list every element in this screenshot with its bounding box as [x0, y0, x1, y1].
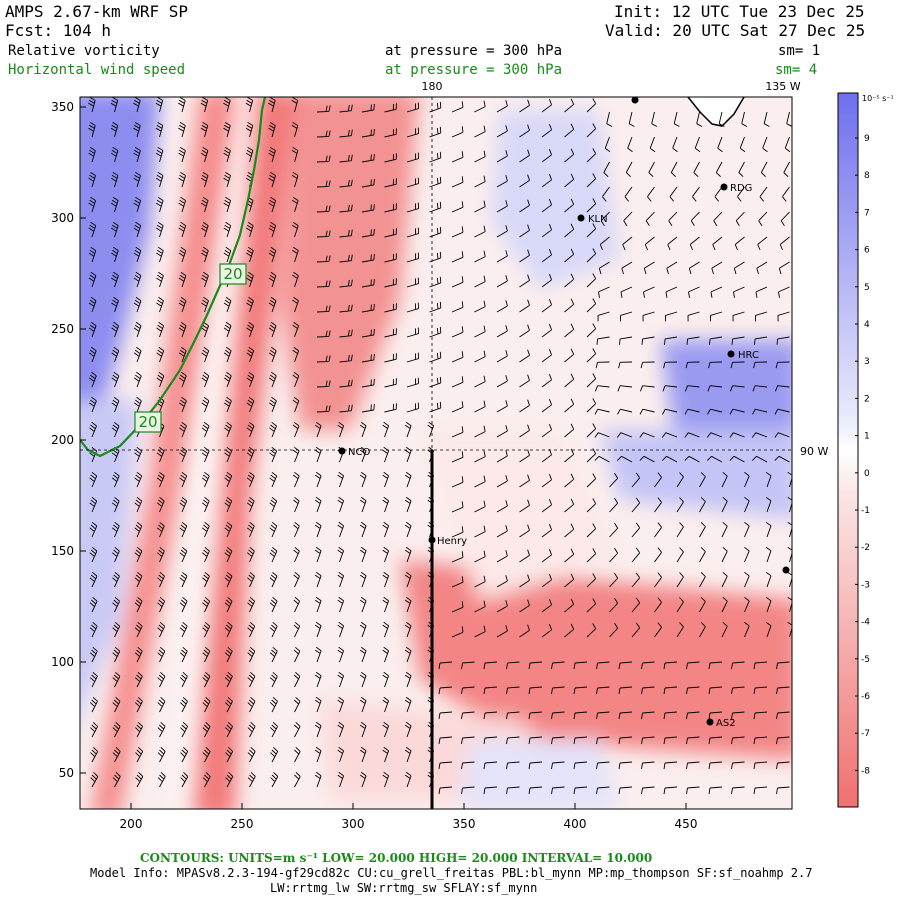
contour-label-1: 20 — [219, 263, 247, 285]
contour-label-2: 20 — [134, 411, 162, 433]
colorbar-label: 5 — [864, 283, 870, 293]
y-tick: 300 — [51, 211, 86, 225]
lon-label-135w: 135 W — [765, 80, 800, 93]
svg-text:AS2: AS2 — [716, 718, 736, 729]
colorbar-label: 0 — [864, 469, 870, 479]
model-info-line2: LW:rrtmg_lw SW:rrtmg_sw SFLAY:sf_mynn — [270, 881, 538, 895]
model-title: AMPS 2.67-km WRF SP — [5, 2, 189, 21]
wind-barb-paths — [88, 97, 792, 795]
svg-text:300: 300 — [342, 817, 365, 831]
svg-text:400: 400 — [564, 817, 587, 831]
svg-text:NCO: NCO — [348, 447, 370, 458]
init-time: Init: 12 UTC Tue 23 Dec 25 — [614, 2, 865, 21]
x-tick: 200 — [120, 803, 143, 831]
vorticity-field — [80, 97, 792, 809]
station-hrc: HRC — [727, 350, 759, 361]
colorbar-label: -3 — [861, 580, 870, 590]
field1-label: Relative vorticity — [8, 43, 160, 59]
colorbar-label: 3 — [864, 357, 870, 367]
svg-text:KLN: KLN — [588, 214, 608, 225]
svg-text:200: 200 — [120, 817, 143, 831]
x-tick: 350 — [453, 803, 476, 831]
colorbar-label: 6 — [864, 246, 870, 256]
colorbar-label: 4 — [864, 320, 870, 330]
svg-text:RDG: RDG — [730, 183, 752, 194]
x-tick: 250 — [231, 803, 254, 831]
station-kln: KLN — [577, 214, 608, 225]
contour-info: CONTOURS: UNITS=m s⁻¹ LOW= 20.000 HIGH= … — [140, 851, 653, 865]
svg-text:350: 350 — [51, 100, 74, 114]
smoothing2-label: sm= 4 — [775, 62, 818, 78]
colorbar-label: 2 — [864, 394, 870, 404]
station-rdg: RDG — [720, 183, 752, 194]
smoothing1-label: sm= 1 — [778, 43, 821, 59]
svg-text:450: 450 — [675, 817, 698, 831]
colorbar-label: -6 — [861, 692, 870, 702]
svg-text:HRC: HRC — [738, 350, 759, 361]
x-tick: 400 — [564, 803, 587, 831]
colorbar-label: -2 — [861, 543, 870, 553]
colorbar-label: 1 — [864, 432, 870, 442]
colorbar-label: 9 — [864, 134, 870, 144]
svg-text:300: 300 — [51, 211, 74, 225]
wind-speed-contour — [80, 97, 267, 458]
colorbar-label: 7 — [864, 208, 870, 218]
y-tick: 200 — [51, 433, 86, 447]
station-as2: AS2 — [706, 718, 736, 729]
y-tick: 100 — [51, 655, 86, 669]
colorbar-label: -1 — [861, 506, 870, 516]
colorbar-unit: 10⁻⁵ s⁻¹ — [862, 94, 894, 103]
svg-text:200: 200 — [51, 433, 74, 447]
station-nco: NCO — [338, 447, 370, 458]
svg-text:350: 350 — [453, 817, 476, 831]
colorbar — [837, 92, 859, 808]
station-marker — [782, 566, 790, 574]
x-tick: 300 — [342, 803, 365, 831]
svg-text:Henry: Henry — [437, 536, 467, 547]
pressure1-label: at pressure = 300 hPa — [385, 43, 563, 59]
y-tick: 150 — [51, 544, 86, 558]
field2-label: Horizontal wind speed — [8, 62, 186, 78]
y-tick: 50 — [59, 766, 86, 780]
model-info: Model Info: MPASv8.2.3-194-gf29cd82c CU:… — [90, 866, 813, 880]
station-marker — [631, 96, 639, 104]
colorbar-label: -7 — [861, 729, 870, 739]
svg-text:20: 20 — [223, 265, 242, 283]
x-tick: 450 — [675, 803, 698, 831]
svg-text:100: 100 — [51, 655, 74, 669]
lon-label-180: 180 — [422, 80, 443, 93]
svg-text:250: 250 — [231, 817, 254, 831]
station-henry: Henry — [428, 536, 467, 547]
svg-text:250: 250 — [51, 322, 74, 336]
y-tick: 250 — [51, 322, 86, 336]
wind-barbs — [88, 97, 792, 795]
colorbar-label: -4 — [861, 618, 870, 628]
plot-frame — [79, 96, 793, 810]
pressure2-label: at pressure = 300 hPa — [385, 62, 563, 78]
svg-text:50: 50 — [59, 766, 74, 780]
colorbar-label: -8 — [861, 766, 870, 776]
colorbar-label: 8 — [864, 171, 870, 181]
lon-label-90w: 90 W — [800, 445, 828, 458]
svg-text:20: 20 — [138, 413, 157, 431]
colorbar-label: -5 — [861, 655, 870, 665]
svg-text:150: 150 — [51, 544, 74, 558]
colorbar-labels: 9 8 7 6 5 4 3 2 1 0 -1 -2 -3 -4 -5 -6 -7 -8 — [855, 134, 870, 776]
forecast-hour: Fcst: 104 h — [5, 21, 111, 40]
valid-time: Valid: 20 UTC Sat 27 Dec 25 — [605, 21, 866, 40]
y-tick: 350 — [51, 100, 86, 114]
